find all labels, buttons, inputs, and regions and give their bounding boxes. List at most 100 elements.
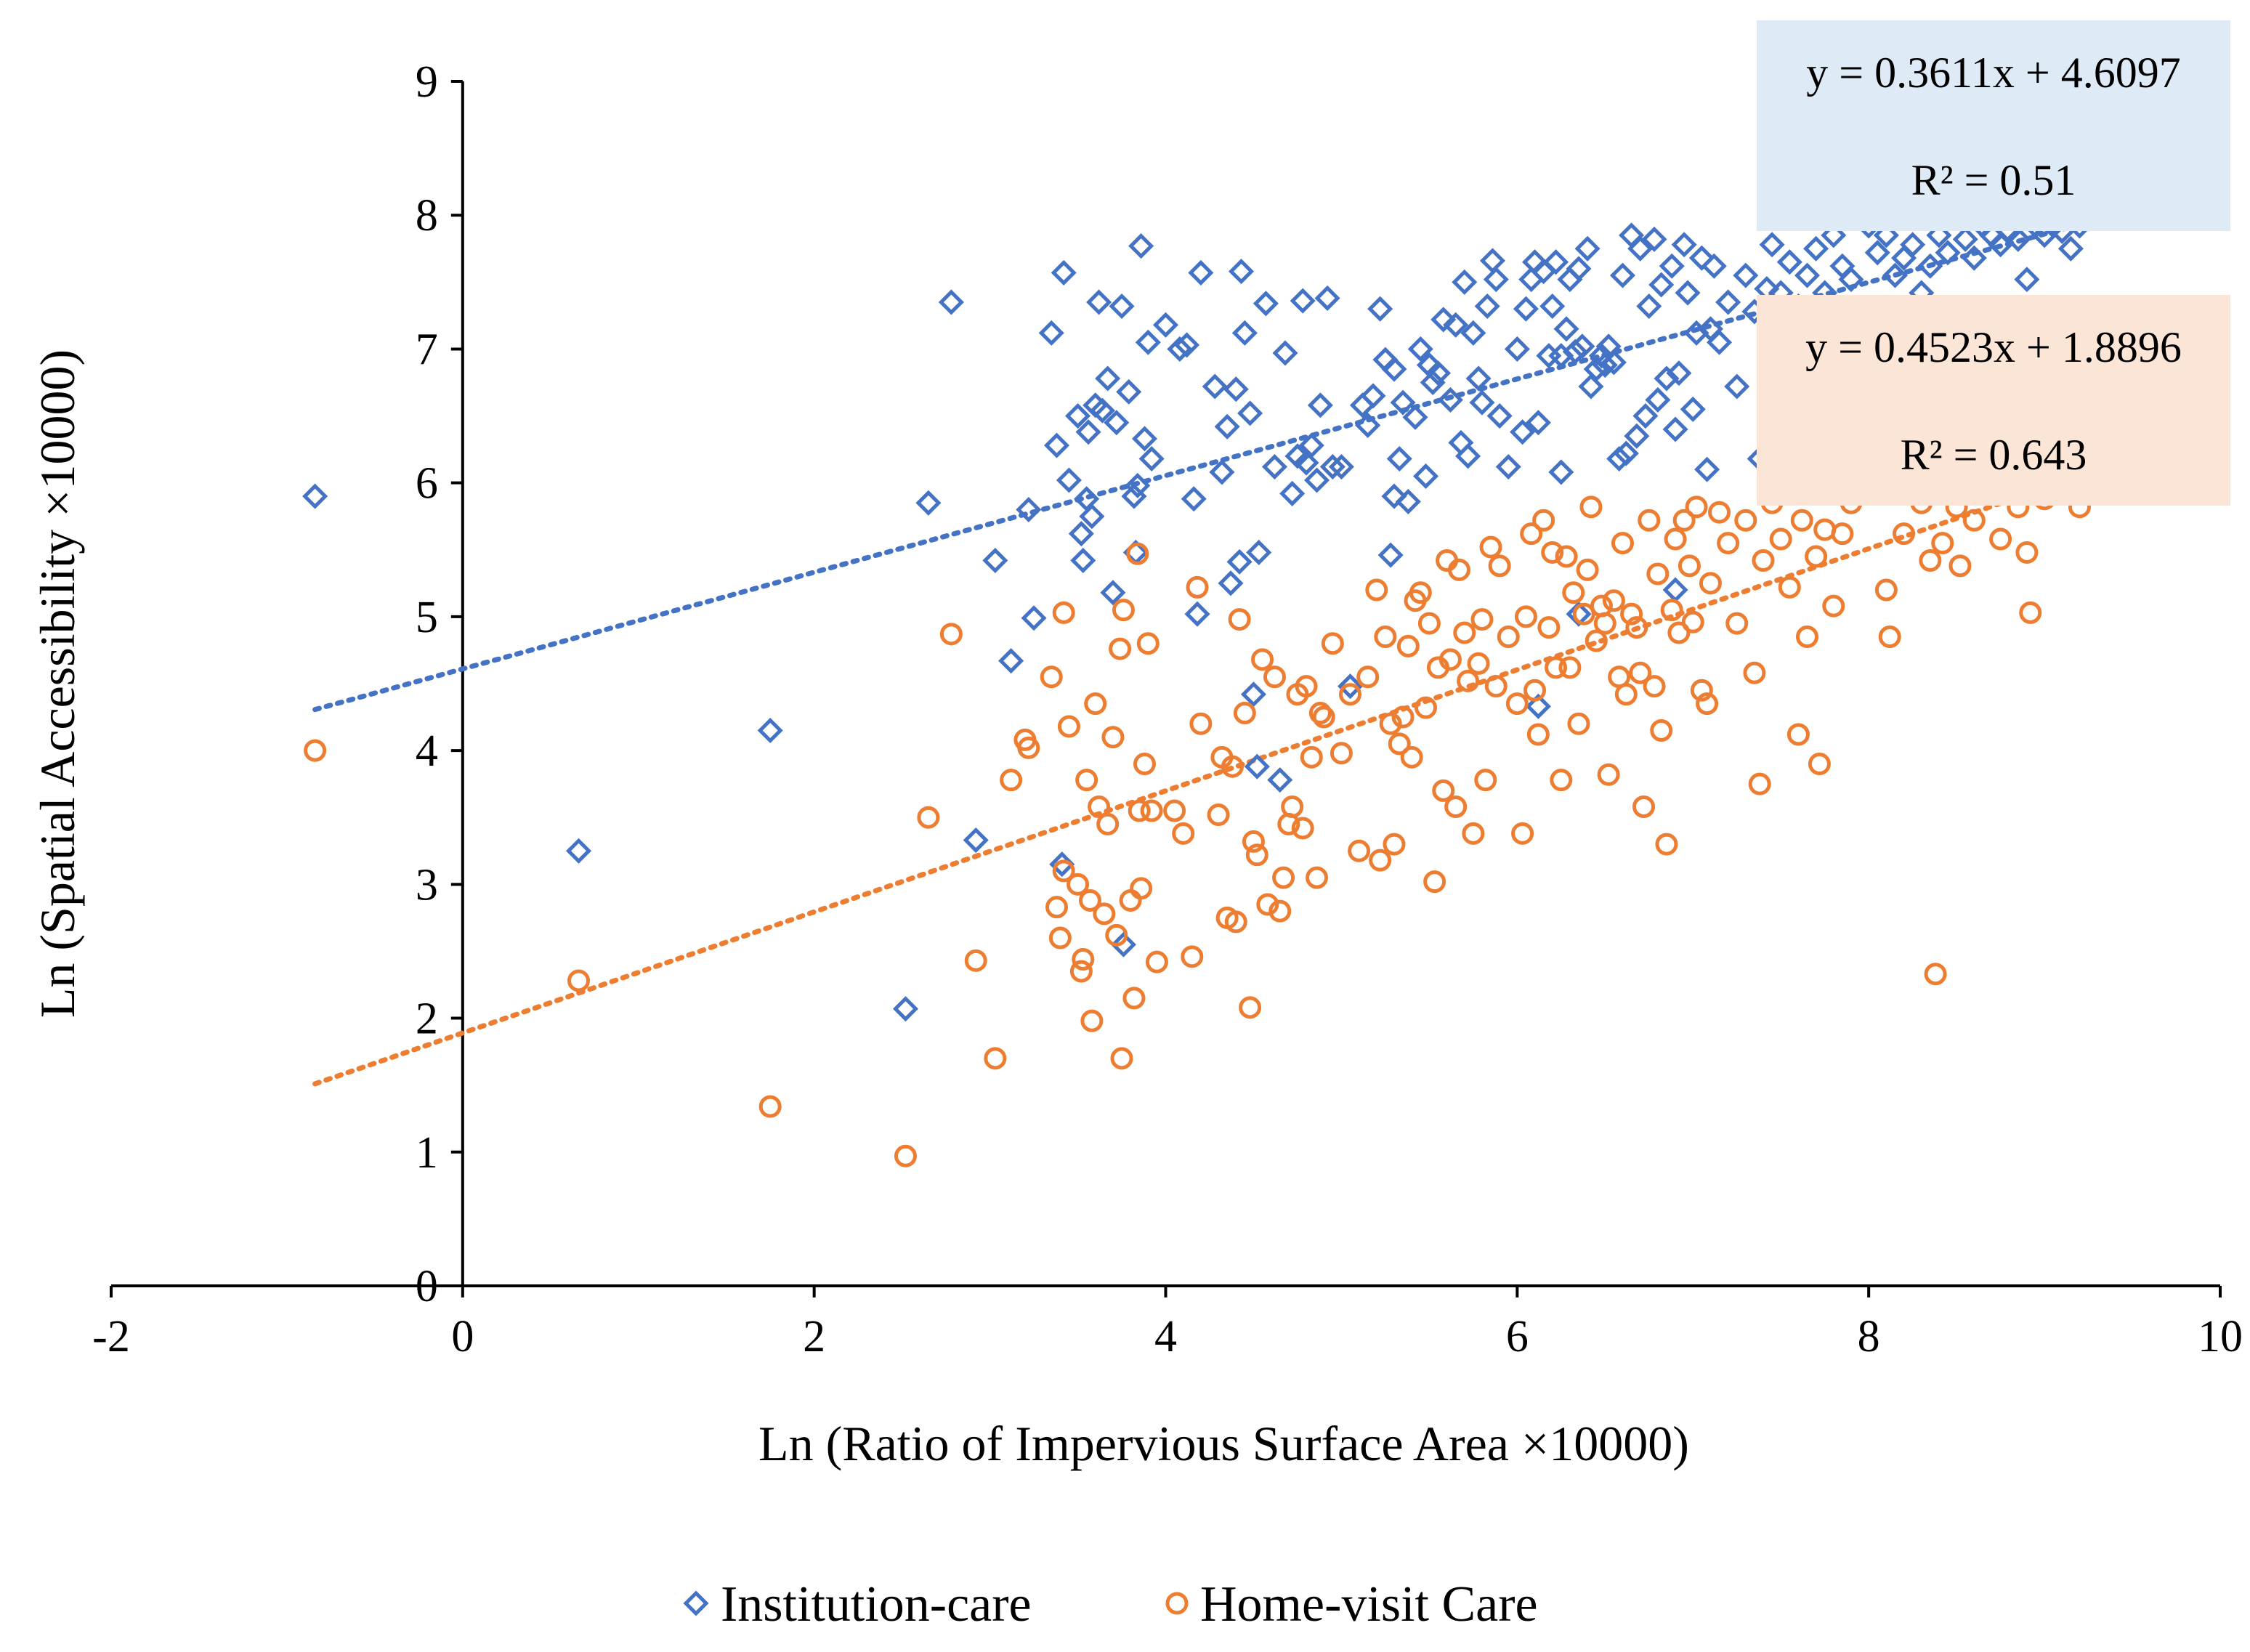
institution-care-point — [1513, 296, 1539, 322]
home-visit-care-point — [1122, 987, 1146, 1010]
institution-care-point — [1075, 419, 1101, 445]
x-tick-label: 0 — [451, 1312, 474, 1361]
home-visit-care-point — [1048, 926, 1072, 950]
institution-care-point — [1601, 349, 1627, 376]
home-visit-care-point — [1667, 621, 1691, 644]
institution-care-point — [1578, 373, 1604, 400]
home-visit-care-point — [1306, 866, 1329, 889]
home-visit-care-point — [1526, 723, 1550, 746]
home-visit-care-point — [1874, 578, 1898, 602]
home-visit-care-point — [1268, 899, 1292, 923]
institution-care-point — [1701, 253, 1727, 279]
institution-care-point — [1131, 426, 1158, 452]
institution-care-point — [1328, 454, 1354, 480]
institution-care-point — [915, 490, 942, 516]
institution-care-point — [1606, 445, 1632, 472]
home-visit-care-point — [1453, 621, 1476, 644]
home-visit-care-point — [1308, 702, 1332, 725]
home-visit-care-point — [1365, 578, 1388, 602]
home-visit-care-point — [1052, 859, 1075, 883]
institution-care-point — [1049, 851, 1075, 878]
institution-care-point — [1138, 445, 1165, 472]
home-visit-care-point — [1681, 610, 1704, 633]
home-visit-care-point — [1931, 532, 1954, 555]
home-visit-care-point — [1579, 495, 1603, 519]
home-visit-care-point — [1696, 692, 1719, 716]
home-visit-care-point — [1643, 675, 1666, 698]
x-tick-label: 6 — [1506, 1312, 1529, 1361]
institution-care-point — [1104, 410, 1130, 436]
institution-care-point — [757, 717, 783, 744]
institution-care-point — [1135, 329, 1161, 355]
home-visit-care-point — [1769, 527, 1792, 551]
institution-care-point — [1089, 397, 1115, 424]
home-visit-care-point — [1078, 888, 1101, 912]
home-visit-care-point — [917, 806, 940, 829]
institution-care-point — [1569, 333, 1595, 360]
institution-care-point — [1566, 601, 1592, 627]
x-tick-label: 4 — [1154, 1312, 1177, 1361]
home-visit-care-point — [1699, 572, 1722, 595]
institution-care-point — [1483, 267, 1509, 293]
institution-care-point — [1632, 403, 1659, 429]
home-visit-care-point — [304, 739, 327, 762]
home-visit-care-point — [1415, 696, 1438, 719]
legend-diamond-icon — [683, 1590, 709, 1616]
home-visit-care-point — [1045, 896, 1069, 919]
home-visit-care-point — [1189, 712, 1213, 735]
institution-care-point — [1290, 288, 1316, 314]
institution-care-point — [1228, 259, 1255, 285]
institution-care-point — [1226, 548, 1253, 575]
home-visit-care-point — [1224, 910, 1247, 934]
institution-care-point — [1065, 403, 1091, 429]
institution-care-point — [1261, 454, 1288, 480]
home-visit-care-point — [1786, 723, 1810, 746]
institution-care-point — [1543, 249, 1569, 275]
institution-care-point — [1588, 343, 1614, 369]
home-visit-care-point — [1221, 755, 1244, 778]
institution-care-point — [1056, 467, 1082, 493]
home-visit-care-point — [1105, 923, 1128, 947]
institution-care-point — [1128, 233, 1154, 259]
data-points — [302, 213, 2093, 1167]
institution-care-point — [1109, 293, 1135, 320]
institution-care-point — [1021, 605, 1047, 631]
trendline-r-squared: R² = 0.51 — [1911, 156, 2076, 204]
institution-care-point — [1724, 373, 1750, 400]
home-visit-care-point — [1256, 893, 1279, 916]
home-visit-care-point — [1497, 625, 1520, 649]
home-visit-care-point — [1096, 812, 1120, 835]
home-visit-care-point — [1545, 656, 1568, 679]
institution-care-point — [1381, 356, 1407, 382]
institution-care-point — [1272, 340, 1298, 366]
institution-care-point — [1952, 226, 1978, 252]
institution-care-point — [1961, 245, 1987, 271]
home-visit-care-point — [1186, 575, 1209, 599]
home-visit-care-point — [1119, 888, 1142, 912]
home-visit-care-point — [1163, 799, 1186, 822]
home-visit-care-point — [1339, 683, 1362, 706]
institution-care-point — [1443, 312, 1469, 338]
y-tick-label: 6 — [416, 459, 438, 509]
home-visit-care-point — [1790, 509, 1813, 532]
home-visit-care-point — [1484, 675, 1508, 698]
home-visit-care-point — [1664, 527, 1687, 551]
home-visit-care-point — [1919, 549, 1942, 572]
institution-care-point — [1437, 386, 1463, 413]
trendline-r-squared: R² = 0.643 — [1901, 431, 2087, 479]
institution-care-point — [1900, 232, 1926, 258]
home-visit-care-point — [1388, 732, 1411, 756]
institution-care-point — [1455, 443, 1481, 469]
home-visit-care-point — [1620, 602, 1643, 625]
institution-care-point — [1662, 416, 1688, 442]
home-visit-care-point — [1172, 822, 1195, 845]
institution-care-point — [1759, 232, 1785, 258]
institution-care-point — [1337, 673, 1364, 700]
home-visit-care-point — [1409, 581, 1432, 604]
y-axis-title: Ln (Spatial Accessibility ×10000) — [30, 349, 85, 1018]
institution-care-point — [1420, 369, 1446, 396]
home-visit-care-point — [1650, 718, 1673, 742]
institution-care-point — [1377, 542, 1404, 568]
institution-care-point — [1654, 365, 1680, 392]
institution-care-point — [1218, 570, 1244, 596]
